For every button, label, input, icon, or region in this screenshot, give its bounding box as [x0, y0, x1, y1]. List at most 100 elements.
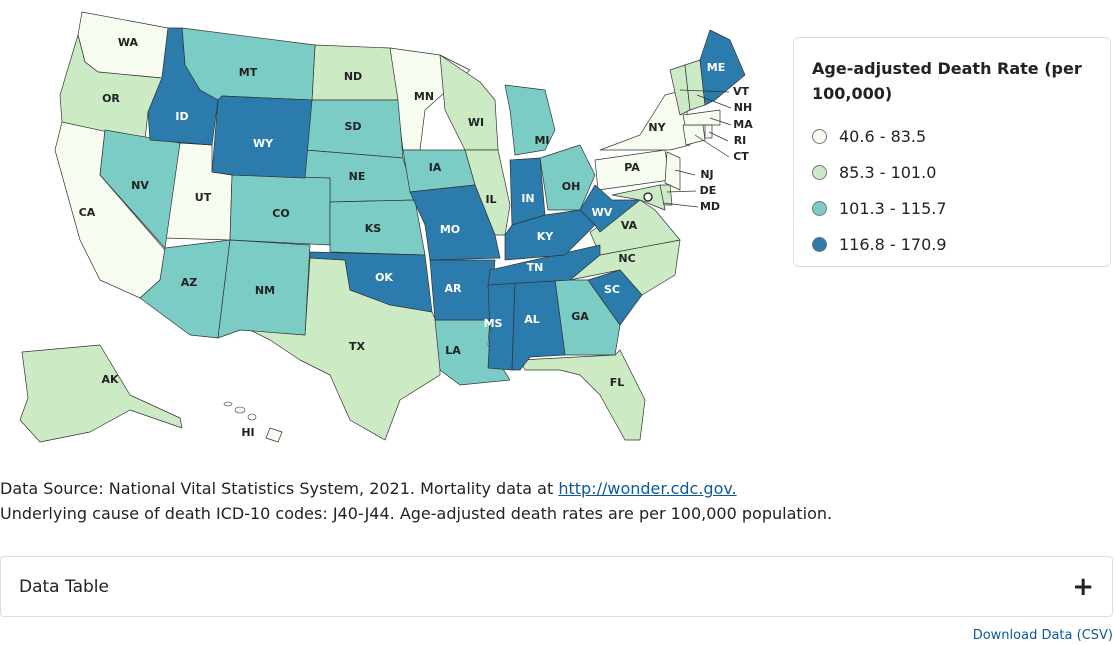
state-label: NJ — [700, 168, 713, 181]
leader-line — [679, 89, 730, 93]
state — [265, 427, 283, 443]
state-label: MO — [440, 223, 460, 236]
state-label: NY — [648, 121, 666, 134]
state-label: LA — [445, 344, 461, 357]
island — [247, 413, 257, 421]
legend-title: Age-adjusted Death Rate (per 100,000) — [812, 59, 1082, 103]
state-label: IN — [521, 192, 534, 205]
state-label: MT — [239, 66, 258, 79]
state-label: NC — [618, 252, 635, 265]
legend-item: 101.3 - 115.7 — [812, 190, 1092, 226]
legend-swatch — [812, 200, 827, 216]
state-label: CO — [272, 207, 289, 220]
note: Underlying cause of death ICD-10 codes: … — [0, 504, 833, 523]
data-table-label: Data Table — [19, 576, 109, 597]
state-label: MD — [700, 200, 720, 213]
state-label: AZ — [181, 276, 198, 289]
source-line: Data Source: National Vital Statistics S… — [0, 479, 737, 498]
legend: Age-adjusted Death Rate (per 100,000) 40… — [793, 37, 1111, 267]
legend-item: 116.8 - 170.9 — [812, 226, 1092, 262]
island — [223, 401, 233, 407]
state — [409, 184, 501, 261]
state-label: NH — [734, 101, 752, 114]
state-label: WI — [468, 116, 484, 129]
leader-line — [696, 94, 732, 109]
state-label: MI — [534, 134, 549, 147]
state-label: ME — [707, 61, 725, 74]
state-label: NV — [131, 179, 149, 192]
state — [211, 95, 313, 179]
state-label: NE — [349, 170, 366, 183]
state-label: IA — [429, 161, 442, 174]
source-text: Data Source: National Vital Statistics S… — [0, 479, 554, 498]
state-label: OK — [375, 271, 393, 284]
state-label: ID — [175, 110, 188, 123]
state-label: NM — [255, 284, 275, 297]
state — [309, 251, 433, 313]
state — [682, 109, 721, 126]
state-label: VA — [621, 219, 638, 232]
legend-swatch — [812, 236, 827, 252]
legend-label: 85.3 - 101.0 — [839, 162, 937, 182]
state — [664, 151, 681, 191]
state — [19, 344, 183, 443]
leader-line — [666, 190, 697, 193]
state-label: WA — [118, 36, 139, 49]
leader-line — [674, 169, 696, 176]
legend-label: 116.8 - 170.9 — [839, 234, 947, 254]
state-label: DE — [700, 184, 717, 197]
state-label: ND — [344, 70, 362, 83]
state — [579, 184, 641, 233]
state — [217, 239, 311, 339]
leader-line — [662, 202, 699, 208]
state-label: FL — [610, 376, 625, 389]
map: WA CA UT MN NY PA NJ CT MA RI HI OR ND WI IL TX NC VA FL VT… — [19, 11, 753, 443]
state — [487, 244, 601, 286]
state-label: TN — [527, 261, 544, 274]
source-link[interactable]: http://wonder.cdc.gov. — [558, 479, 737, 498]
legend-swatch — [812, 164, 827, 180]
state-label: PA — [624, 161, 640, 174]
state — [181, 27, 316, 101]
legend-label: 101.3 - 115.7 — [839, 198, 947, 218]
state — [519, 349, 646, 441]
state-label: SD — [344, 120, 361, 133]
state-label: VT — [733, 85, 750, 98]
state-label: GA — [571, 310, 589, 323]
state — [704, 124, 713, 139]
state-label: CA — [79, 206, 96, 219]
state-label: AR — [445, 282, 463, 295]
download-link[interactable]: Download Data (CSV) — [972, 628, 1113, 643]
state-label: RI — [734, 134, 747, 147]
state — [682, 124, 706, 146]
state-label: OR — [102, 92, 120, 105]
state-label: WY — [253, 137, 274, 150]
state — [587, 269, 643, 326]
expand-icon[interactable]: + — [1072, 571, 1094, 602]
data-table-toggle[interactable]: Data Table + — [0, 556, 1113, 617]
state-label: CT — [733, 150, 749, 163]
state-label: MS — [484, 317, 503, 330]
state — [699, 29, 746, 106]
state — [509, 157, 546, 226]
state-label: OH — [562, 180, 581, 193]
state — [539, 144, 596, 211]
state-label: WV — [592, 206, 613, 219]
dc-marker — [643, 192, 653, 202]
leader-line — [694, 134, 730, 158]
state-label: AL — [524, 313, 540, 326]
state — [611, 184, 666, 211]
state-label: KY — [537, 230, 555, 243]
state — [147, 27, 219, 146]
island — [234, 406, 246, 414]
state-label: UT — [195, 191, 212, 204]
legend-item: 85.3 - 101.0 — [812, 154, 1092, 190]
leader-line — [709, 117, 732, 126]
state-label: MA — [733, 118, 753, 131]
state-label: SC — [604, 283, 620, 296]
state-label: HI — [241, 426, 254, 439]
state-label: MN — [414, 90, 434, 103]
legend-item: 40.6 - 83.5 — [812, 118, 1092, 154]
leader-line — [708, 131, 729, 142]
